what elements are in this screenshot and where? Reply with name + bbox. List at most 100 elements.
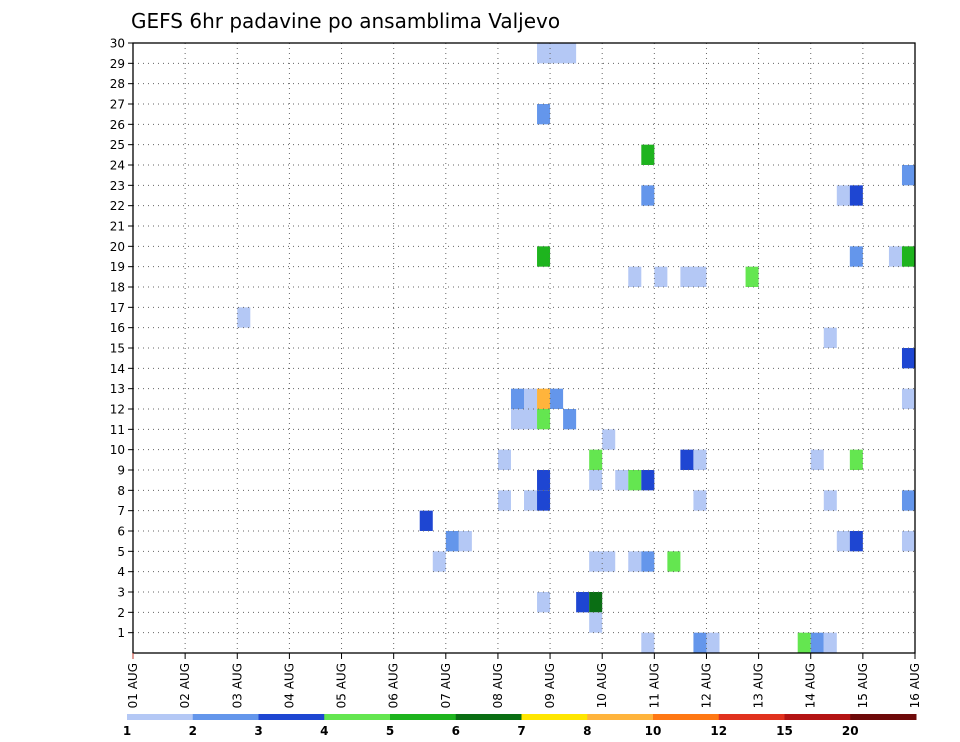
y-tick-label: 24: [110, 159, 125, 173]
legend-swatch: [455, 714, 522, 720]
y-tick-label: 14: [110, 362, 125, 376]
y-tick-label: 3: [117, 586, 125, 600]
legend-swatch: [324, 714, 391, 720]
y-tick-label: 15: [110, 342, 125, 356]
y-tick-label: 19: [110, 260, 125, 274]
heatmap-cell: [445, 531, 459, 552]
heatmap-cell: [537, 470, 551, 491]
heatmap-cell: [497, 490, 511, 511]
x-tick-label: 09 AUG: [543, 663, 557, 708]
y-tick-label: 18: [110, 281, 125, 295]
heatmap-cell: [589, 470, 603, 491]
x-tick-label: 02 AUG: [178, 663, 192, 708]
heatmap-cell: [628, 551, 642, 572]
y-tick-label: 25: [110, 138, 125, 152]
heatmap-cell: [537, 490, 551, 511]
heatmap-cell: [589, 449, 603, 470]
legend-swatch: [521, 714, 588, 720]
legend-swatch: [718, 714, 785, 720]
legend-label: 7: [517, 724, 525, 738]
x-tick-label: 08 AUG: [491, 663, 505, 708]
y-tick-label: 6: [117, 525, 125, 539]
legend-label: 12: [710, 724, 727, 738]
x-tick-label: 01 AUG: [126, 663, 140, 708]
y-tick-label: 29: [110, 57, 125, 71]
y-tick-label: 10: [110, 443, 125, 457]
heatmap-cell: [667, 551, 681, 572]
x-axis: 01 AUG 02 AUG 03 AUG 04 AUG 05 AUG 06 AUG 07 A…: [126, 653, 922, 708]
heatmap-cell: [537, 592, 551, 613]
y-tick-label: 9: [117, 464, 125, 478]
heatmap-cell: [550, 388, 564, 409]
grid-lines: [132, 42, 916, 653]
x-tick-label: 15 AUG: [856, 663, 870, 708]
heatmap-cell: [641, 551, 655, 572]
heatmap-cell: [797, 632, 811, 653]
heatmap-cell: [901, 531, 915, 552]
legend-label: 10: [645, 724, 662, 738]
heatmap-cell: [693, 632, 707, 653]
y-tick-label: 1: [117, 626, 125, 640]
heatmap-cell: [901, 165, 915, 186]
heatmap-cell: [810, 449, 824, 470]
heatmap-cell: [654, 266, 668, 287]
heatmap-cell: [849, 185, 863, 206]
heatmap-cell: [537, 43, 577, 64]
heatmap-cell: [419, 510, 433, 531]
legend-label: 8: [583, 724, 591, 738]
legend-swatch: [258, 714, 325, 720]
x-tick-label: 11 AUG: [647, 663, 661, 708]
heatmap-cells: [237, 43, 915, 653]
x-tick-label: 13 AUG: [752, 663, 766, 708]
heatmap-cell: [641, 470, 655, 491]
heatmap-cell: [641, 632, 655, 653]
y-tick-label: 12: [110, 403, 125, 417]
heatmap-cell: [641, 144, 655, 165]
legend-swatch: [850, 714, 917, 720]
heatmap-cell: [589, 592, 603, 613]
heatmap-cell: [510, 388, 524, 409]
heatmap-cell: [432, 551, 446, 572]
legend-label: 1: [123, 724, 131, 738]
heatmap-cell: [823, 632, 837, 653]
heatmap-cell: [510, 409, 538, 430]
y-tick-label: 30: [110, 37, 125, 51]
x-tick-label: 12 AUG: [699, 663, 713, 708]
y-tick-label: 13: [110, 382, 125, 396]
heatmap-cell: [237, 307, 251, 328]
heatmap-cell: [901, 388, 915, 409]
legend-swatch: [127, 714, 194, 720]
y-tick-label: 8: [117, 484, 125, 498]
y-axis: 1234567891011121314151617181920212223242…: [110, 37, 133, 640]
heatmap-cell: [589, 551, 616, 572]
x-tick-label: 14 AUG: [804, 663, 818, 708]
legend-swatch: [390, 714, 457, 720]
y-tick-label: 16: [110, 321, 125, 335]
legend-label: 6: [452, 724, 460, 738]
y-tick-label: 7: [117, 504, 125, 518]
heatmap-cell: [810, 632, 824, 653]
heatmap-cell: [537, 104, 551, 125]
heatmap-cell: [615, 470, 629, 491]
y-tick-label: 11: [110, 423, 125, 437]
heatmap-cell: [823, 490, 837, 511]
heatmap-cell: [745, 266, 759, 287]
heatmap-cell: [901, 348, 915, 369]
x-tick-label: 10 AUG: [595, 663, 609, 708]
heatmap-cell: [537, 388, 551, 409]
x-tick-label: 05 AUG: [335, 663, 349, 708]
x-tick-label: 07 AUG: [439, 663, 453, 708]
heatmap-cell: [458, 531, 472, 552]
heatmap-cell: [628, 266, 642, 287]
color-legend: 1 2 3 4 5 6 7 8 10 12 15 20: [123, 714, 917, 738]
y-tick-label: 27: [110, 98, 125, 112]
legend-label: 20: [842, 724, 859, 738]
legend-label: 3: [254, 724, 262, 738]
legend-swatch: [192, 714, 259, 720]
y-tick-label: 22: [110, 199, 125, 213]
y-tick-label: 20: [110, 240, 125, 254]
heatmap-cell: [836, 531, 850, 552]
heatmap-cell: [706, 632, 720, 653]
heatmap-cell: [680, 449, 694, 470]
heatmap-cell: [693, 449, 707, 470]
